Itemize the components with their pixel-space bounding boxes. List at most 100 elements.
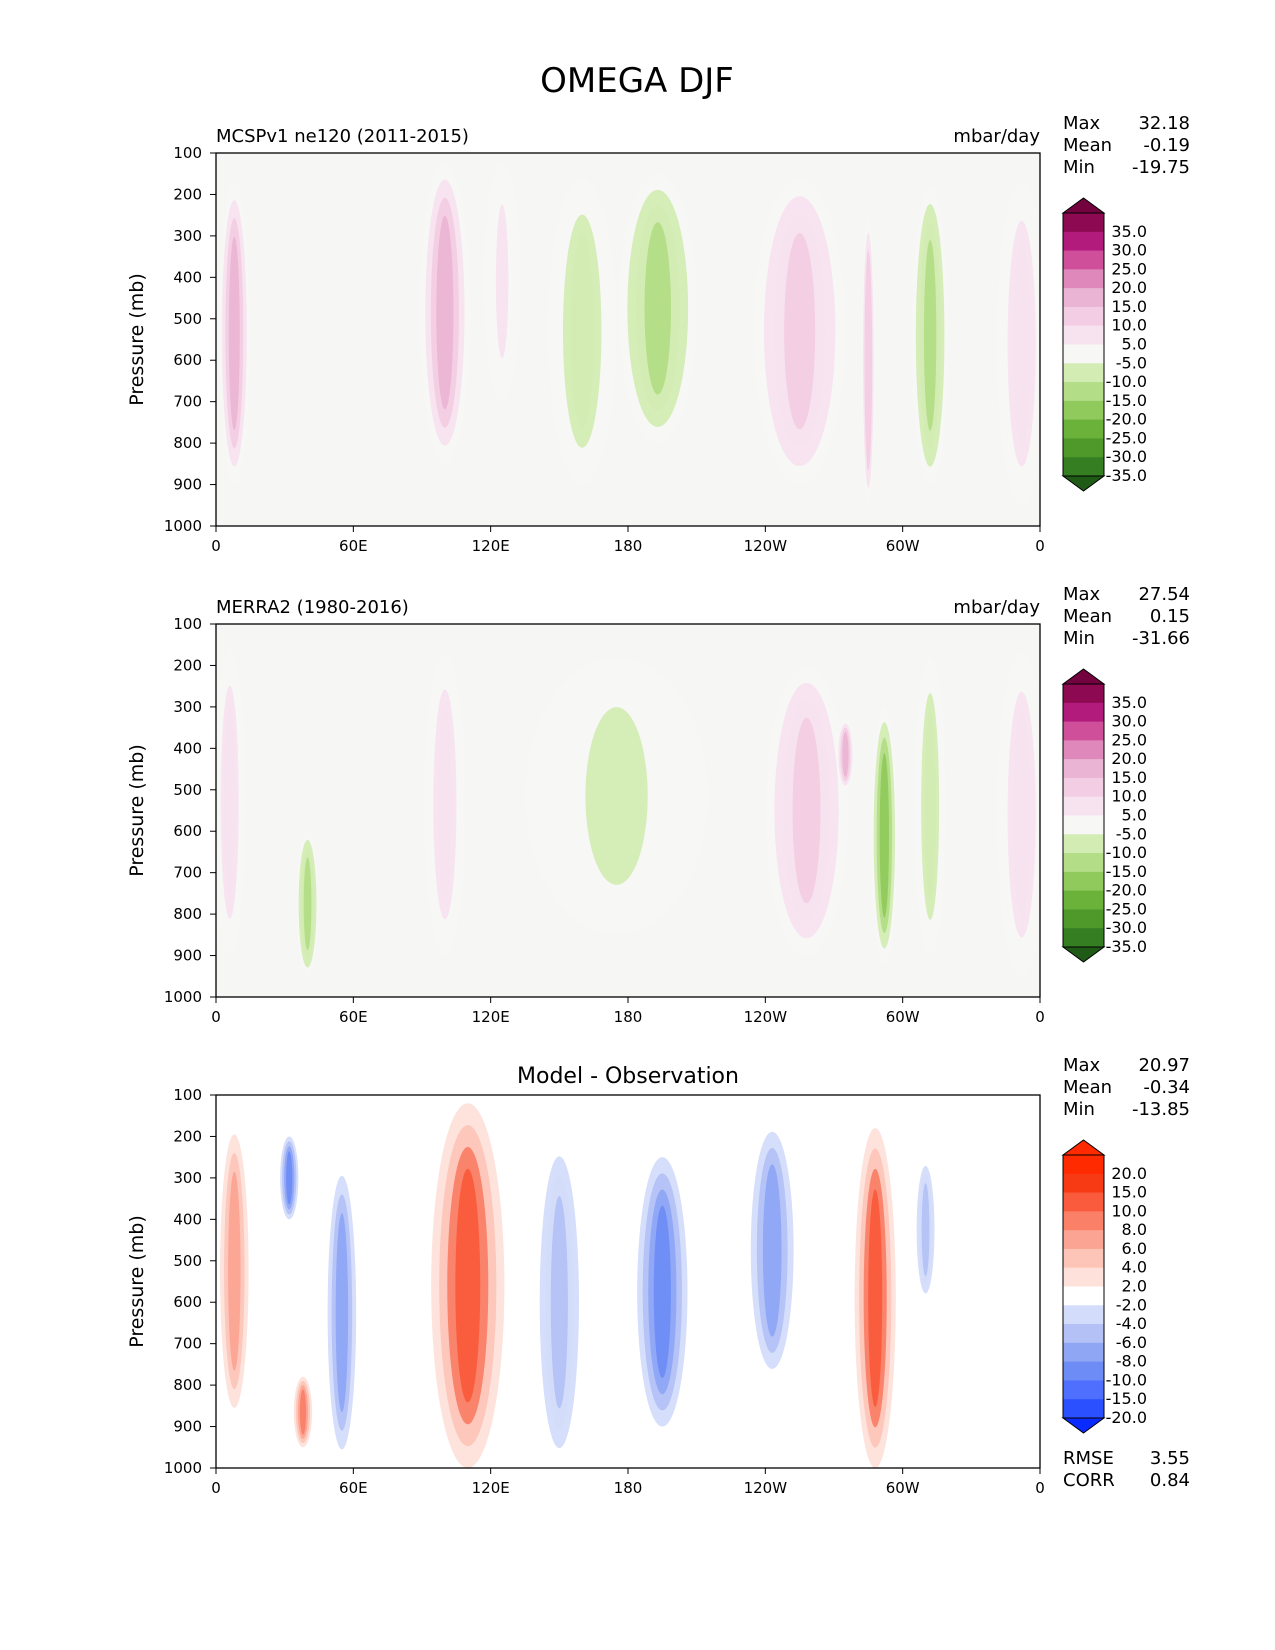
stat-value: -0.19 <box>1143 135 1190 156</box>
panel-title-left: MERRA2 (1980-2016) <box>216 597 409 618</box>
x-tick-label: 0 <box>1035 1479 1045 1497</box>
x-tick-label: 120E <box>472 537 510 555</box>
colorbar-bottom-arrow <box>1061 946 1106 963</box>
colorbar-band <box>1063 400 1104 421</box>
colorbar-band <box>1063 269 1104 289</box>
stat-label: Min <box>1063 1099 1095 1120</box>
extra-stat-value: 3.55 <box>1150 1448 1190 1469</box>
y-tick-label: 700 <box>173 1335 202 1353</box>
colorbar-top-arrow <box>1061 197 1106 214</box>
colorbar-tick-label: -15.0 <box>1106 391 1147 410</box>
colorbar-band <box>1063 1267 1104 1287</box>
x-tick-label: 120W <box>744 537 788 555</box>
y-tick-label: 200 <box>173 656 202 674</box>
contour-feature <box>865 267 871 454</box>
colorbar-top-arrow <box>1061 668 1106 685</box>
panel-title-left: MCSPv1 ne120 (2011-2015) <box>216 126 469 147</box>
colorbar-tick-label: -4.0 <box>1116 1314 1147 1333</box>
y-tick-label: 200 <box>173 185 202 203</box>
stat-value: 0.15 <box>1150 606 1190 627</box>
colorbar-band <box>1063 1173 1104 1194</box>
contour-feature <box>224 704 236 901</box>
colorbar-band <box>1063 1211 1104 1231</box>
x-tick-label: 0 <box>211 1479 221 1497</box>
colorbar-tick-label: 8.0 <box>1122 1220 1147 1239</box>
colorbar-band <box>1063 1192 1104 1212</box>
colorbar-band <box>1063 909 1104 929</box>
colorbar-band <box>1063 1380 1104 1400</box>
stat-value: 32.18 <box>1138 113 1190 134</box>
colorbar-band <box>1063 288 1104 308</box>
y-axis-label: Pressure (mb) <box>126 1215 148 1348</box>
colorbar-band <box>1063 815 1104 835</box>
contour-feature <box>1013 240 1031 448</box>
colorbar-band <box>1063 871 1104 892</box>
y-tick-label: 600 <box>173 1293 202 1311</box>
contour-feature <box>228 236 240 431</box>
contour-feature <box>228 1171 241 1371</box>
stat-label: Max <box>1063 1055 1101 1076</box>
y-tick-label: 1000 <box>164 1459 202 1477</box>
stat-label: Min <box>1063 628 1095 649</box>
colorbar-tick-label: 35.0 <box>1111 222 1147 241</box>
contour-features <box>216 648 1040 977</box>
extra-stat-label: CORR <box>1063 1470 1115 1491</box>
contour-feature <box>653 1205 671 1379</box>
x-tick-label: 120E <box>472 1008 510 1026</box>
x-tick-label: 0 <box>211 537 221 555</box>
stat-label: Max <box>1063 113 1101 134</box>
colorbar-band <box>1063 853 1104 873</box>
colorbar-tick-label: 15.0 <box>1111 768 1147 787</box>
contour-feature <box>335 1213 349 1413</box>
colorbar-band <box>1063 457 1104 477</box>
colorbar-bottom-arrow <box>1061 1417 1106 1434</box>
colorbar-band <box>1063 1155 1104 1175</box>
contour-feature <box>436 215 454 410</box>
stat-label: Min <box>1063 157 1095 178</box>
colorbar-tick-label: -8.0 <box>1116 1352 1147 1371</box>
colorbar-band <box>1063 231 1104 252</box>
stat-value: -13.85 <box>1132 1099 1190 1120</box>
colorbar-tick-label: 10.0 <box>1111 316 1147 335</box>
stat-value: 20.97 <box>1138 1055 1190 1076</box>
x-tick-label: 120E <box>472 1479 510 1497</box>
colorbar-band <box>1063 684 1104 704</box>
contour-features <box>218 161 1040 506</box>
y-axis-label: Pressure (mb) <box>126 744 148 877</box>
y-tick-label: 900 <box>173 947 202 965</box>
colorbar-band <box>1063 702 1104 723</box>
y-tick-label: 400 <box>173 739 202 757</box>
colorbar-band <box>1063 1286 1104 1306</box>
contour-feature <box>879 753 890 918</box>
colorbar-tick-label: 25.0 <box>1111 730 1147 749</box>
panel-units: mbar/day <box>953 126 1040 147</box>
stat-label: Max <box>1063 584 1101 605</box>
x-tick-label: 60E <box>339 1008 368 1026</box>
stat-value: -31.66 <box>1132 628 1190 649</box>
colorbar-tick-label: 2.0 <box>1122 1277 1147 1296</box>
colorbar-tick-label: -25.0 <box>1106 899 1147 918</box>
y-tick-label: 900 <box>173 476 202 494</box>
colorbar-tick-label: 35.0 <box>1111 693 1147 712</box>
x-tick-label: 180 <box>614 1008 643 1026</box>
colorbar-tick-label: 6.0 <box>1122 1239 1147 1258</box>
x-tick-label: 60W <box>886 1008 920 1026</box>
contour-feature <box>644 222 671 395</box>
panel-3: 100 200 300 400 500 600 700 800 900 1000 0 60E 120E 1… <box>126 1055 1190 1497</box>
y-tick-label: 100 <box>173 144 202 162</box>
y-axis-label: Pressure (mb) <box>126 273 148 406</box>
colorbar-tick-label: -35.0 <box>1106 937 1147 956</box>
colorbar-frame <box>1062 1154 1105 1419</box>
colorbar-tick-label: 5.0 <box>1122 335 1147 354</box>
colorbar-tick-label: -20.0 <box>1106 881 1147 900</box>
colorbar-band <box>1063 721 1104 741</box>
extra-stat-label: RMSE <box>1063 1448 1114 1469</box>
contour-feature <box>286 1151 293 1205</box>
contour-feature <box>921 1183 930 1277</box>
y-tick-label: 400 <box>173 268 202 286</box>
colorbar-tick-label: -15.0 <box>1106 1389 1147 1408</box>
colorbar-tick-label: 25.0 <box>1111 259 1147 278</box>
contour-feature <box>762 1164 782 1337</box>
colorbar-band <box>1063 1342 1104 1363</box>
